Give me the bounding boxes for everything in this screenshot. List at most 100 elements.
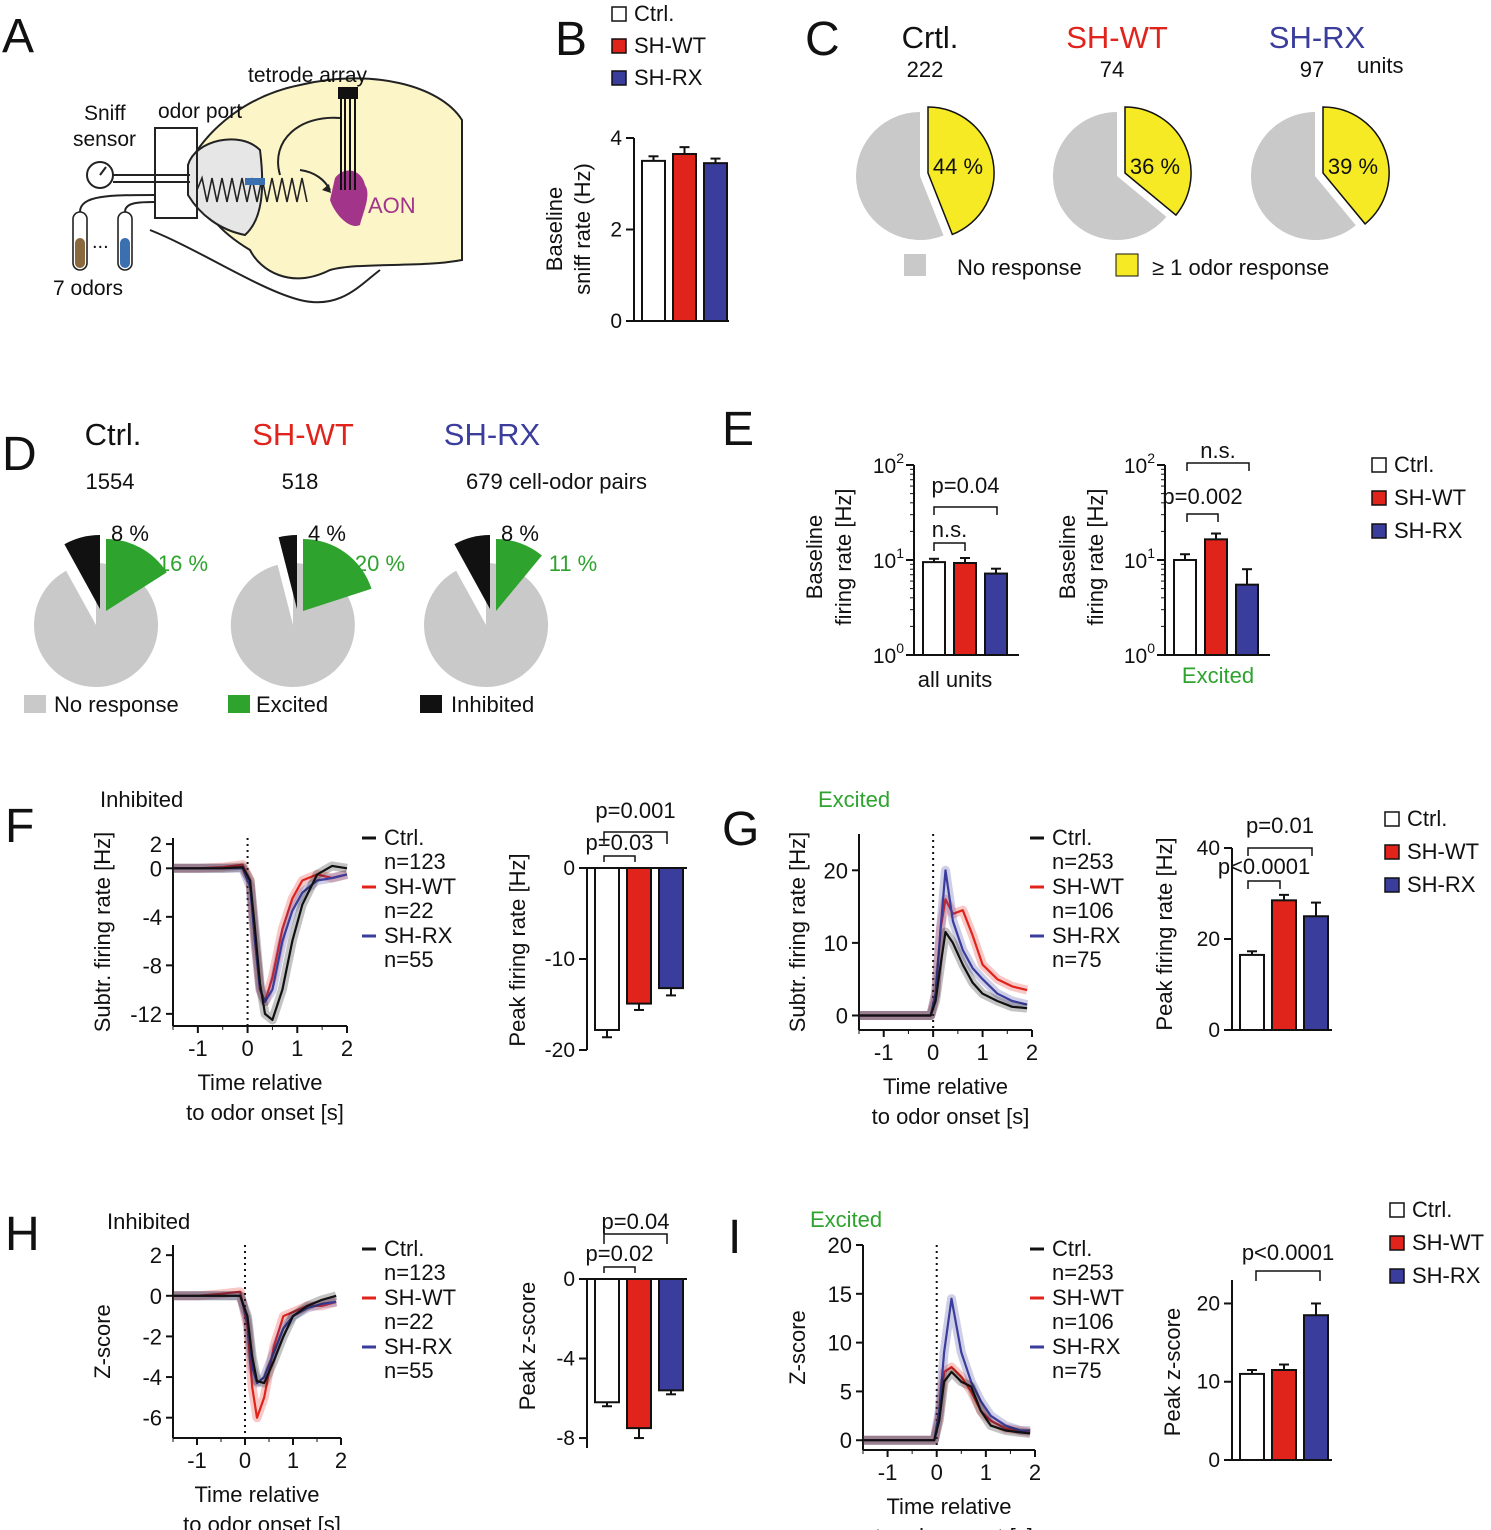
- stat-label: n.s.: [932, 517, 967, 542]
- bar-shwt: [1271, 1369, 1297, 1461]
- pie-percent: 44 %: [933, 154, 983, 179]
- x-axis-label: Time relative: [194, 1482, 319, 1507]
- legend-label: Excited: [256, 692, 328, 717]
- series-band-shrx: [863, 1294, 1031, 1445]
- series-band-ctrl: [173, 861, 348, 1025]
- legend-label: SH-WT: [1052, 1285, 1124, 1310]
- legend-label: Ctrl.: [1412, 1197, 1452, 1222]
- group-count: 222: [907, 57, 944, 82]
- y-axis-label: Baseline: [542, 187, 567, 271]
- y-tick-label: 15: [828, 1282, 852, 1307]
- legend-label: SH-WT: [1407, 839, 1479, 864]
- panel-letter-a: A: [2, 10, 34, 63]
- sniff-label-2: sensor: [73, 128, 136, 151]
- x-tick-label: -1: [188, 1036, 208, 1061]
- y-tick-label: 102: [873, 450, 904, 478]
- x-axis-label: to odor onset [s]: [186, 1100, 344, 1125]
- y-tick-exponent: 1: [896, 545, 904, 561]
- stat-label: p=0.001: [595, 798, 675, 823]
- x-tick-label: 0: [239, 1448, 251, 1473]
- y-axis-label: Peak firing rate [Hz]: [1152, 837, 1177, 1030]
- legend-swatch-shwt: [1384, 844, 1400, 860]
- x-tick-label: 0: [241, 1036, 253, 1061]
- chart-title: Excited: [818, 787, 890, 812]
- legend-count: n=55: [384, 1358, 434, 1383]
- significance-bracket: [933, 506, 998, 515]
- significance-bracket: [1247, 880, 1281, 889]
- legend-label: SH-RX: [1412, 1263, 1481, 1288]
- significance-bracket: [1186, 462, 1250, 471]
- legend-label: SH-RX: [1407, 872, 1476, 897]
- bar-shrx: [658, 867, 684, 990]
- panel-letter-h: H: [5, 1208, 40, 1261]
- bar-shrx: [703, 162, 728, 322]
- y-axis-label: Baseline: [1055, 515, 1080, 599]
- significance-bracket: [1186, 513, 1219, 522]
- y-tick-label: -8: [142, 953, 162, 978]
- legend-label: Ctrl.: [1052, 825, 1092, 850]
- group-name: SH-RX: [444, 417, 541, 452]
- legend-swatch-no-response: [24, 695, 46, 713]
- legend-count: n=22: [384, 1309, 434, 1334]
- y-tick-label: 10: [828, 1331, 852, 1356]
- y-tick-label: 101: [1124, 545, 1155, 573]
- y-axis-label: Subtr. firing rate [Hz]: [785, 832, 810, 1033]
- legend-label: SH-RX: [1394, 518, 1463, 543]
- y-tick-label: -4: [142, 905, 162, 930]
- bar-shrx: [658, 1278, 684, 1392]
- y-axis-label: sniff rate (Hz): [570, 163, 595, 295]
- legend-count: n=123: [384, 1260, 446, 1285]
- y-tick-label: 20: [824, 858, 848, 883]
- x-axis-label: to odor onset [s]: [875, 1524, 1033, 1530]
- x-axis-label: to odor onset [s]: [183, 1512, 341, 1530]
- bar-ctrl: [1173, 559, 1197, 656]
- x-tick-label: -1: [874, 1040, 894, 1065]
- x-tick-label: 0: [927, 1040, 939, 1065]
- bar-shwt: [626, 867, 652, 1005]
- excited-percent: 20 %: [355, 551, 405, 576]
- y-axis-label: Peak z-score: [515, 1282, 540, 1410]
- y-tick-label: 4: [610, 127, 622, 150]
- y-tick-label: 20: [1197, 1292, 1220, 1315]
- tetrode-head: [338, 87, 358, 99]
- group-name: Ctrl.: [85, 417, 142, 452]
- legend-label: SH-WT: [1052, 874, 1124, 899]
- legend-swatch-shwt: [1371, 490, 1387, 506]
- x-axis-label: to odor onset [s]: [872, 1104, 1030, 1129]
- bar-shwt: [626, 1278, 652, 1430]
- legend-count: n=75: [1052, 947, 1102, 972]
- y-tick-label: -20: [545, 1039, 575, 1062]
- y-tick-label: 0: [610, 310, 622, 333]
- legend-swatch-shwt: [1389, 1235, 1405, 1251]
- legend-count: n=123: [384, 849, 446, 874]
- y-tick-label: 10: [1197, 1371, 1220, 1394]
- y-tick-label: 20: [828, 1233, 852, 1258]
- stat-label: p=0.03: [586, 830, 654, 855]
- y-tick-label: 102: [1124, 450, 1155, 478]
- x-tick-label: 1: [287, 1448, 299, 1473]
- y-tick-label: 101: [873, 545, 904, 573]
- unit-label: units: [1357, 53, 1403, 78]
- legend-label: Ctrl.: [1407, 806, 1447, 831]
- sniff-label-1: Sniff: [84, 102, 126, 125]
- y-tick-label: 2: [150, 832, 162, 857]
- panel-letter-e: E: [722, 403, 754, 456]
- legend-swatch-shrx: [1389, 1268, 1405, 1284]
- y-tick-label: 40: [1197, 837, 1220, 860]
- significance-bracket: [603, 1233, 668, 1244]
- stat-label: p=0.04: [602, 1209, 670, 1234]
- bar-shwt: [1271, 899, 1297, 1032]
- y-axis-label: Peak z-score: [1160, 1308, 1185, 1436]
- panel-letter-f: F: [5, 800, 34, 853]
- x-axis-label: Time relative: [886, 1494, 1011, 1519]
- bar-shwt: [953, 561, 977, 657]
- panel-a: A AON tetrode array odor port Sniff sens…: [2, 10, 463, 304]
- x-axis-label: all units: [918, 667, 993, 692]
- panel-letter-i: I: [728, 1211, 741, 1264]
- legend-count: n=106: [1052, 1309, 1114, 1334]
- bar-ctrl: [922, 561, 946, 657]
